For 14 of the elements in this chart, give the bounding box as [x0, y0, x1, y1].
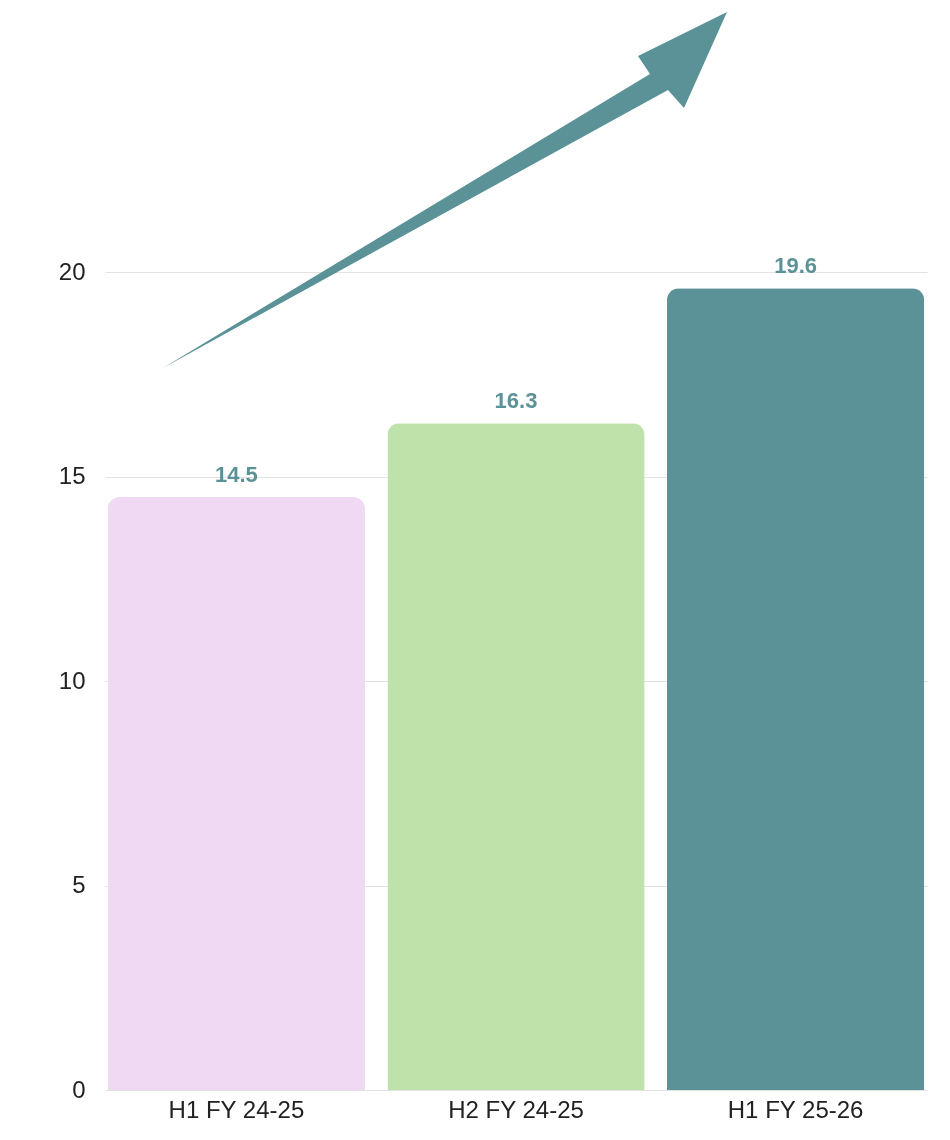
x-tick-label: H1 FY 24-25 — [168, 1095, 305, 1123]
x-tick-label: H2 FY 24-25 — [448, 1095, 584, 1123]
data-label: 16.3 — [494, 388, 538, 414]
y-tick-label: 0 — [72, 1075, 86, 1103]
bar — [107, 496, 366, 1090]
y-tick-label: 20 — [58, 257, 86, 285]
data-label: 19.6 — [774, 253, 818, 279]
y-tick-label: 10 — [58, 666, 86, 694]
bar — [666, 288, 925, 1090]
data-label: 14.5 — [214, 461, 258, 487]
y-tick-label: 5 — [72, 871, 86, 898]
bar — [387, 423, 645, 1090]
x-tick-label: H1 FY 25-26 — [727, 1095, 864, 1123]
y-tick-label: 15 — [58, 462, 86, 489]
